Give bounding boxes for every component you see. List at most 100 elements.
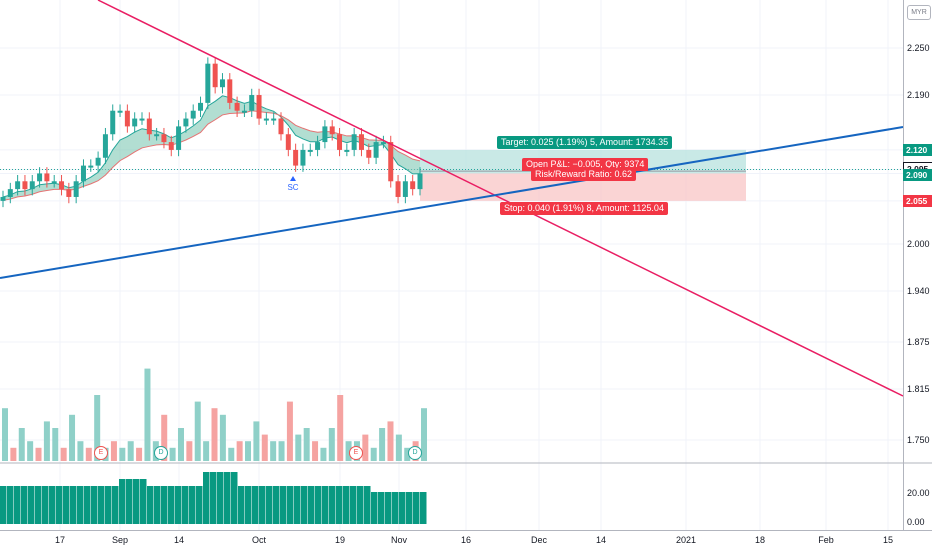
candle-body — [337, 134, 343, 150]
volume-bar — [136, 447, 143, 461]
candle-body — [410, 181, 416, 190]
candle-body — [256, 95, 262, 119]
price-label-stop: 2.055 — [903, 194, 932, 207]
moving-average-ribbon — [2, 95, 421, 201]
candle-body — [154, 134, 160, 137]
candle-body — [139, 118, 145, 121]
candle-body — [373, 142, 379, 158]
indicator-bar — [385, 492, 392, 524]
indicator-bar — [357, 486, 364, 524]
time-tick-label: 19 — [335, 535, 345, 545]
dividend-event-icon[interactable]: D — [154, 446, 168, 460]
risk-reward-label[interactable]: Risk/Reward Ratio: 0.62 — [531, 168, 637, 181]
volume-bar — [144, 368, 151, 461]
time-tick-label: Sep — [112, 535, 128, 545]
volume-bar — [303, 428, 310, 461]
volume-bar — [328, 428, 335, 461]
indicator-bar — [280, 486, 287, 524]
indicator-bar — [322, 486, 329, 524]
resistance-trendline — [97, 0, 904, 397]
currency-badge[interactable]: MYR — [907, 5, 931, 20]
candle-body — [161, 134, 167, 143]
volume-bar — [362, 434, 369, 461]
candle-body — [300, 149, 306, 166]
target-label[interactable]: Target: 0.025 (1.19%) 5, Amount: 1734.35 — [497, 136, 673, 149]
price-tick-label: 2.000 — [907, 239, 930, 249]
price-tick-label: 2.250 — [907, 43, 930, 53]
volume-bar — [370, 447, 377, 461]
signal-label: SC — [287, 183, 299, 192]
indicator-bar — [182, 486, 189, 524]
time-tick-label: 18 — [755, 535, 765, 545]
candle-body — [29, 181, 35, 190]
volume-bar — [119, 447, 126, 461]
grid — [0, 0, 903, 530]
indicator-bar — [301, 486, 308, 524]
time-tick-label: 16 — [461, 535, 471, 545]
indicator-bar — [56, 486, 63, 524]
time-tick-label: Feb — [818, 535, 834, 545]
trendlines[interactable] — [0, 0, 904, 397]
indicator-tick-label: 20.00 — [907, 488, 930, 498]
indicator-bar — [294, 486, 301, 524]
volume-bar — [211, 408, 218, 461]
candle-body — [88, 165, 94, 168]
indicator-bar — [119, 479, 126, 524]
volume-bar — [69, 414, 76, 461]
candle-body — [344, 149, 350, 152]
indicator-bar — [42, 486, 49, 524]
indicator-bar — [203, 472, 210, 524]
volume-bar — [404, 447, 411, 461]
time-tick-label: Oct — [252, 535, 267, 545]
candle-body — [168, 142, 174, 150]
stop-label[interactable]: Stop: 0.040 (1.91%) 8, Amount: 1125.04 — [500, 202, 668, 215]
candle-body — [44, 173, 50, 182]
volume-bar — [421, 408, 427, 461]
candle-body — [263, 118, 269, 121]
indicator-bar — [315, 486, 322, 524]
volume-bar — [85, 447, 92, 461]
price-tick-label: 1.750 — [907, 435, 930, 445]
earnings-event-icon[interactable]: E — [94, 446, 108, 460]
volume-bar — [379, 428, 386, 461]
indicator-bar — [329, 486, 336, 524]
volume-bar — [228, 447, 235, 461]
candle-body — [198, 102, 204, 111]
price-tick-label: 1.875 — [907, 337, 930, 347]
time-tick-label: 15 — [883, 535, 893, 545]
indicator-bar — [336, 486, 343, 524]
candle-body — [366, 149, 372, 158]
indicator-bar — [371, 492, 378, 524]
candle-body — [227, 79, 233, 103]
earnings-event-icon[interactable]: E — [349, 446, 363, 460]
indicator-bar — [217, 472, 224, 524]
indicator-bar — [210, 472, 217, 524]
time-tick-label: Dec — [531, 535, 548, 545]
support-trendline — [0, 126, 904, 279]
candle-body — [307, 149, 313, 152]
signal-arrow-icon — [290, 176, 296, 181]
candle-body — [66, 189, 72, 197]
candle-body — [388, 142, 394, 182]
candle-body — [417, 173, 423, 190]
volume-bar — [161, 414, 168, 461]
indicator-bar — [21, 486, 28, 524]
position-zones[interactable] — [0, 149, 903, 201]
pnl-label[interactable]: Open P&L: −0.005, Qty: 9374 — [522, 158, 649, 171]
price-label-target: 2.120 — [903, 143, 932, 156]
volume-bar — [278, 441, 285, 461]
candle-body — [212, 63, 218, 88]
volume-bar — [186, 441, 193, 461]
candle-body — [322, 126, 328, 143]
indicator-bar — [392, 492, 399, 524]
indicator-bar — [224, 472, 231, 524]
dividend-event-icon[interactable]: D — [408, 446, 422, 460]
volume-bar — [27, 441, 34, 461]
candle-body — [59, 181, 65, 190]
indicator-bar — [343, 486, 350, 524]
candles — [0, 57, 423, 208]
candle-body — [37, 173, 43, 182]
volume-bar — [236, 441, 243, 461]
indicator-bar — [399, 492, 406, 524]
